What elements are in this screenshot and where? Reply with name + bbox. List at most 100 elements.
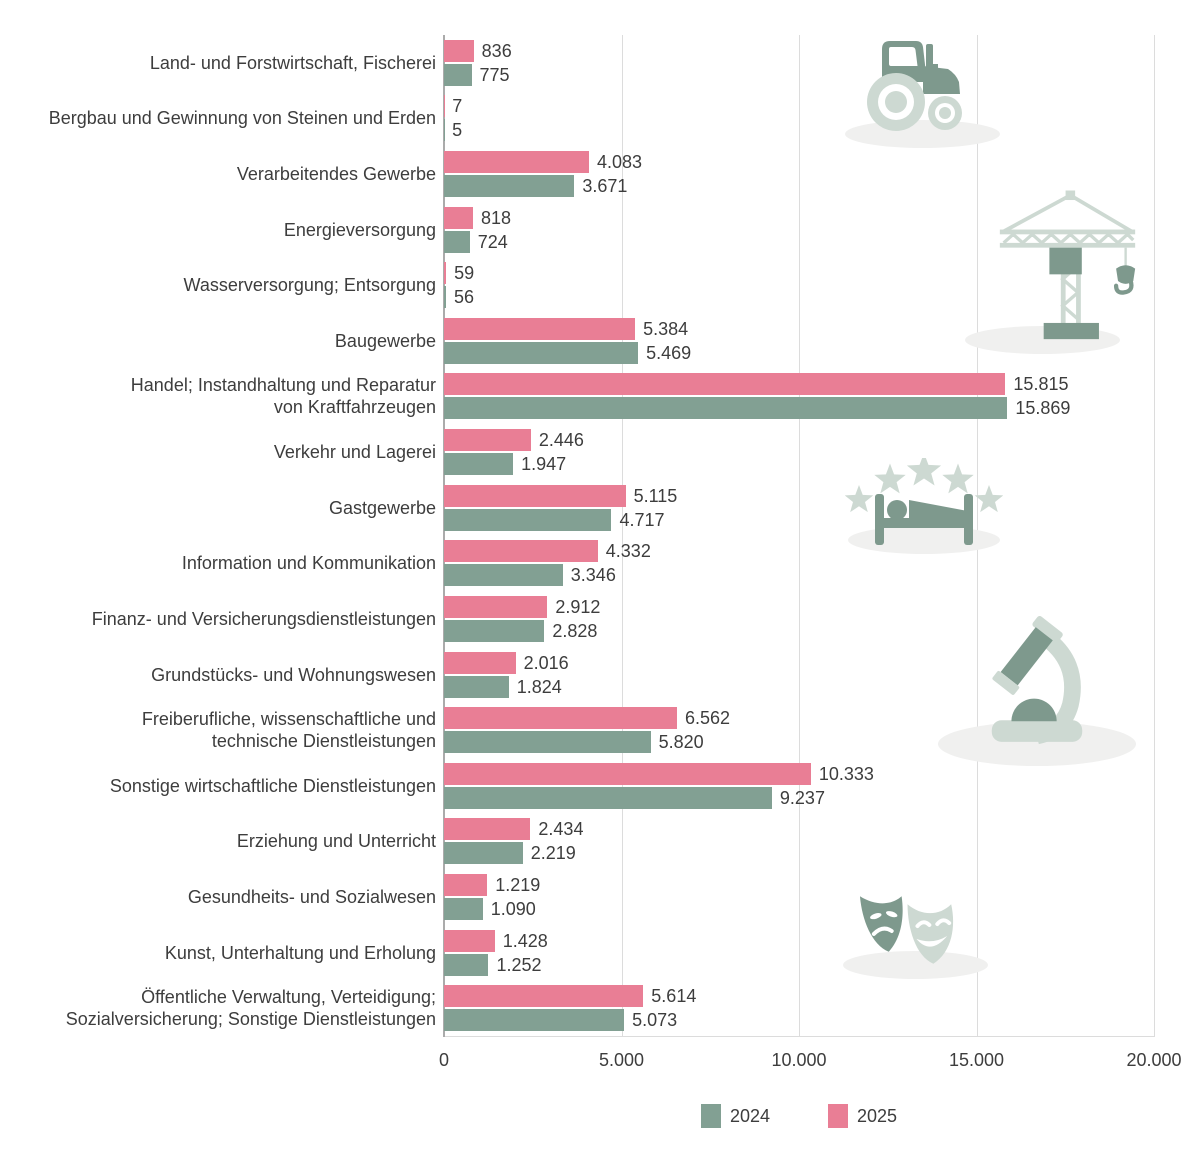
bar-line-2024: 5.073 [444, 1009, 1154, 1032]
bar-line-2024: 5 [444, 119, 1154, 142]
legend-swatch-2024 [700, 1104, 721, 1128]
bar-2025 [444, 206, 474, 229]
category-row: 5.384 5.469 [444, 313, 1154, 369]
category-label: Baugewerbe [334, 330, 436, 351]
category-label: Land- und Forstwirtschaft, Fischerei [149, 52, 436, 73]
category-label: Verarbeitendes Gewerbe [236, 164, 436, 185]
bar-2025 [444, 484, 626, 507]
tractor-shadow [845, 120, 1000, 148]
category-label: Gastgewerbe [328, 497, 436, 518]
value-label-2025: 6.562 [684, 708, 730, 729]
bar-line-2024: 2.828 [444, 619, 1154, 642]
bar-line-2024: 15.869 [444, 397, 1154, 420]
category-row: 2.016 1.824 [444, 647, 1154, 703]
value-label-2025: 4.332 [605, 541, 651, 562]
bar-line-2024: 775 [444, 63, 1154, 86]
category-row: 1.219 1.090 [444, 869, 1154, 925]
category-label: Öffentliche Verwaltung, Verteidigung; So… [65, 987, 436, 1030]
category-label: Freiberufliche, wissenschaftliche und te… [141, 709, 436, 752]
category-label: Sonstige wirtschaftliche Dienstleistunge… [109, 775, 436, 796]
theater-masks-icon [859, 896, 954, 964]
gridline [1154, 35, 1155, 1037]
bar-line-2024: 56 [444, 286, 1154, 309]
bar-2024 [444, 897, 483, 920]
category-label: Verkehr und Lagerei [273, 442, 436, 463]
value-label-2024: 5.820 [658, 732, 704, 753]
category-label: Information und Kommunikation [181, 553, 436, 574]
bar-line-2025: 59 [444, 262, 1154, 285]
category-row: 836 775 [444, 35, 1154, 91]
bar-2025 [444, 873, 488, 896]
x-tick-label: 20.000 [1126, 1050, 1182, 1070]
bar-2025 [444, 540, 598, 563]
bar-line-2025: 7 [444, 95, 1154, 118]
value-label-2024: 5.073 [632, 1010, 678, 1031]
bar-line-2024: 1.090 [444, 897, 1154, 920]
x-tick-label: 5.000 [598, 1050, 645, 1070]
gridline [621, 35, 623, 1037]
bar-line-2025: 836 [444, 39, 1154, 62]
value-label-2025: 2.912 [555, 596, 601, 617]
value-label-2024: 775 [479, 64, 510, 85]
category-label: Energieversorgung [283, 219, 436, 240]
category-label: Handel; Instandhaltung und Reparatur von… [130, 375, 436, 418]
bar-line-2024: 1.824 [444, 675, 1154, 698]
legend-label-2025: 2025 [857, 1106, 898, 1126]
bar-line-2025: 5.115 [444, 484, 1154, 507]
bar-2024 [444, 786, 772, 809]
legend-swatch-2025 [828, 1104, 848, 1128]
bar-2024 [444, 63, 472, 86]
value-label-2025: 2.434 [538, 819, 584, 840]
category-row: 4.083 3.671 [444, 146, 1154, 202]
value-label-2024: 15.869 [1015, 398, 1071, 419]
bar-2025 [444, 39, 474, 62]
value-label-2025: 59 [454, 263, 475, 284]
value-label-2025: 5.115 [633, 485, 678, 506]
category-label: Wasserversorgung; Entsorgung [183, 275, 436, 296]
bar-2025 [444, 707, 677, 730]
bar-line-2024: 724 [444, 230, 1154, 253]
bar-line-2024: 5.820 [444, 731, 1154, 754]
bar-2024 [444, 842, 523, 865]
bar-line-2025: 1.428 [444, 929, 1154, 952]
bar-line-2025: 2.016 [444, 651, 1154, 674]
bar-line-2024: 5.469 [444, 341, 1154, 364]
bar-2025 [444, 929, 495, 952]
category-label: Finanz- und Versicherungsdienstleistunge… [91, 608, 436, 629]
value-label-2024: 724 [477, 231, 508, 252]
value-label-2025: 1.428 [502, 930, 548, 951]
tractor-icon [867, 41, 962, 131]
category-row: 5.614 5.073 [444, 980, 1154, 1036]
value-label-2025: 10.333 [818, 763, 874, 784]
bar-line-2025: 2.912 [444, 595, 1154, 618]
category-label: Grundstücks- und Wohnungswesen [151, 664, 436, 685]
crane-icon [999, 190, 1136, 340]
value-label-2025: 1.219 [495, 874, 541, 895]
value-label-2025: 5.614 [651, 986, 697, 1007]
bar-line-2025: 5.614 [444, 985, 1154, 1008]
value-label-2025: 7 [452, 96, 463, 117]
plot-area: 836 775 7 5 4.083 3.671 818 724 59 56 5.384 5.469 15… [443, 35, 1155, 1037]
bar-2024 [444, 619, 545, 642]
bar-line-2024: 1.947 [444, 453, 1154, 476]
value-label-2024: 1.252 [496, 954, 542, 975]
value-label-2024: 9.237 [779, 787, 825, 808]
category-row: 15.815 15.869 [444, 369, 1154, 425]
category-row: 818 724 [444, 202, 1154, 258]
value-label-2024: 56 [453, 287, 475, 308]
bar-line-2025: 4.083 [444, 151, 1154, 174]
legend-label-2024: 2024 [729, 1106, 770, 1126]
category-row: 5.115 4.717 [444, 480, 1154, 536]
bar-2024 [444, 175, 575, 198]
x-tick-label: 10.000 [771, 1050, 827, 1070]
value-label-2024: 3.671 [582, 176, 628, 197]
gridline [799, 35, 800, 1037]
bar-line-2024: 3.671 [444, 175, 1154, 198]
hotel-bed-icon [845, 458, 1003, 545]
bar-2025 [444, 818, 531, 841]
category-labels: Land- und Forstwirtschaft, Fischerei Berg… [0, 35, 436, 1036]
bar-line-2024: 1.252 [444, 953, 1154, 976]
category-row: 4.332 3.346 [444, 536, 1154, 592]
